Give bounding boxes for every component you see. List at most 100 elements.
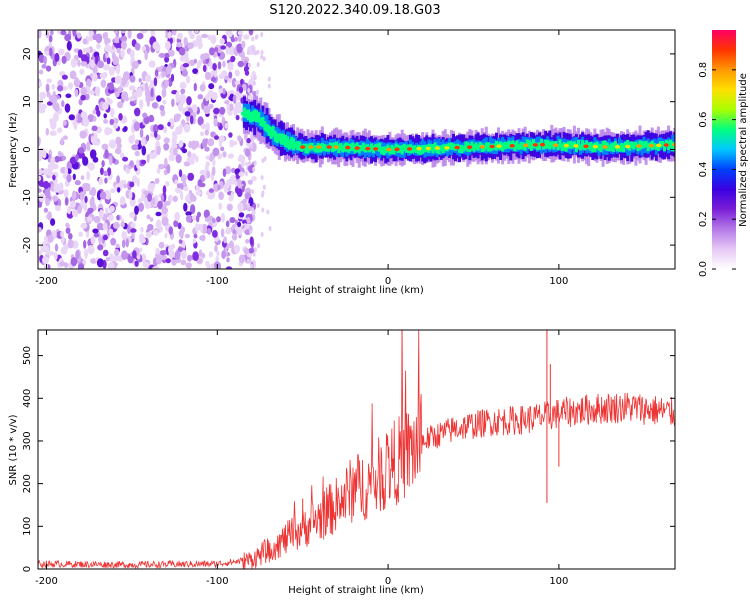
noise-blob — [240, 96, 244, 104]
noise-blob — [175, 91, 180, 101]
noise-blob — [242, 83, 247, 91]
noise-blob — [129, 160, 134, 168]
noise-blob — [164, 157, 168, 168]
noise-blob — [115, 42, 122, 50]
noise-blob — [109, 205, 115, 213]
noise-blob — [232, 229, 237, 235]
noise-blob — [86, 216, 93, 222]
noise-blob — [115, 64, 121, 75]
noise-blob — [212, 147, 220, 157]
noise-blob — [237, 178, 242, 189]
noise-blob — [152, 151, 158, 159]
ridge-cell — [515, 140, 519, 150]
noise-blob — [96, 109, 101, 117]
noise-blob — [40, 243, 47, 253]
noise-blob — [38, 175, 42, 181]
noise-blob — [108, 139, 117, 149]
noise-blob — [184, 111, 191, 117]
noise-blob — [115, 136, 122, 145]
noise-blob — [109, 253, 114, 262]
noise-blob — [183, 186, 189, 192]
ridge-cell — [484, 142, 488, 150]
spectrogram-xlabel: Height of straight line (km) — [288, 285, 424, 296]
noise-blob — [251, 176, 257, 182]
noise-blob — [81, 54, 88, 63]
noise-blob — [224, 100, 230, 105]
noise-blob — [154, 69, 159, 77]
noise-blob — [88, 30, 94, 37]
noise-blob — [252, 166, 256, 172]
noise-blob — [128, 190, 133, 200]
noise-blob — [125, 238, 129, 248]
noise-blob — [228, 71, 233, 79]
noise-blob — [193, 82, 197, 92]
noise-blob — [85, 78, 92, 89]
ridge-cell — [669, 139, 673, 148]
noise-blob — [237, 226, 243, 236]
noise-blob — [216, 251, 220, 256]
noise-blob — [149, 217, 154, 222]
noise-blob — [145, 231, 152, 238]
noise-blob — [86, 141, 91, 152]
ridge-cell — [398, 146, 402, 153]
noise-blob — [228, 195, 233, 202]
noise-blob — [52, 174, 56, 181]
noise-blob — [77, 59, 81, 67]
noise-blob — [97, 244, 104, 251]
ridge-cell — [661, 141, 664, 147]
noise-blob — [109, 118, 115, 126]
noise-blob — [38, 30, 42, 39]
noise-blob — [217, 61, 222, 70]
noise-blob — [64, 103, 71, 113]
noise-blob — [183, 202, 188, 212]
noise-blob — [234, 69, 240, 77]
noise-blob — [179, 124, 184, 130]
noise-blob — [166, 164, 171, 174]
noise-blob — [149, 183, 156, 188]
colorbar-tick-label: 0.0 — [698, 261, 709, 277]
noise-blob — [144, 74, 152, 83]
noise-blob — [229, 240, 234, 249]
colorbar-axes: 0.0 0.2 0.4 0.6 0.8 — [698, 62, 736, 277]
noise-blob — [78, 147, 85, 154]
noise-blob — [228, 132, 233, 138]
noise-blob — [120, 221, 125, 228]
noise-blob — [261, 192, 264, 198]
ridge-cell — [253, 109, 257, 122]
colorbar-tick-label: 0.2 — [698, 211, 709, 227]
ridge-cell — [503, 141, 507, 150]
noise-blob — [103, 119, 109, 124]
noise-blob — [60, 246, 68, 255]
noise-blob — [106, 127, 113, 135]
ridge-peak — [563, 143, 569, 148]
noise-blob — [120, 30, 126, 34]
noise-blob — [224, 166, 232, 175]
noise-blob — [208, 188, 214, 193]
noise-blob — [106, 191, 112, 200]
noise-blob — [252, 251, 256, 257]
noise-blob — [267, 83, 271, 89]
noise-blob — [120, 49, 125, 58]
noise-blob — [139, 237, 147, 244]
ridge-cell — [382, 146, 386, 156]
noise-blob — [131, 60, 139, 70]
noise-blob — [117, 101, 124, 109]
noise-blob — [237, 135, 242, 142]
noise-blob — [70, 257, 78, 267]
noise-blob — [235, 103, 242, 112]
spectrogram-ytick-label: 10 — [22, 95, 33, 108]
noise-blob — [127, 30, 132, 39]
ridge-cell — [656, 143, 660, 151]
noise-blob — [152, 41, 160, 50]
ridge-peak — [553, 143, 559, 147]
noise-blob — [175, 186, 182, 194]
colorbar-tick-label: 0.8 — [698, 62, 709, 78]
noise-blob — [214, 244, 218, 253]
noise-blob — [113, 30, 119, 34]
noise-blob — [216, 216, 221, 223]
ridge-peak — [602, 145, 608, 149]
noise-blob — [260, 232, 264, 237]
ridge-cell — [361, 142, 365, 152]
snr-frame — [37, 329, 676, 570]
ridge-cell — [290, 136, 294, 149]
